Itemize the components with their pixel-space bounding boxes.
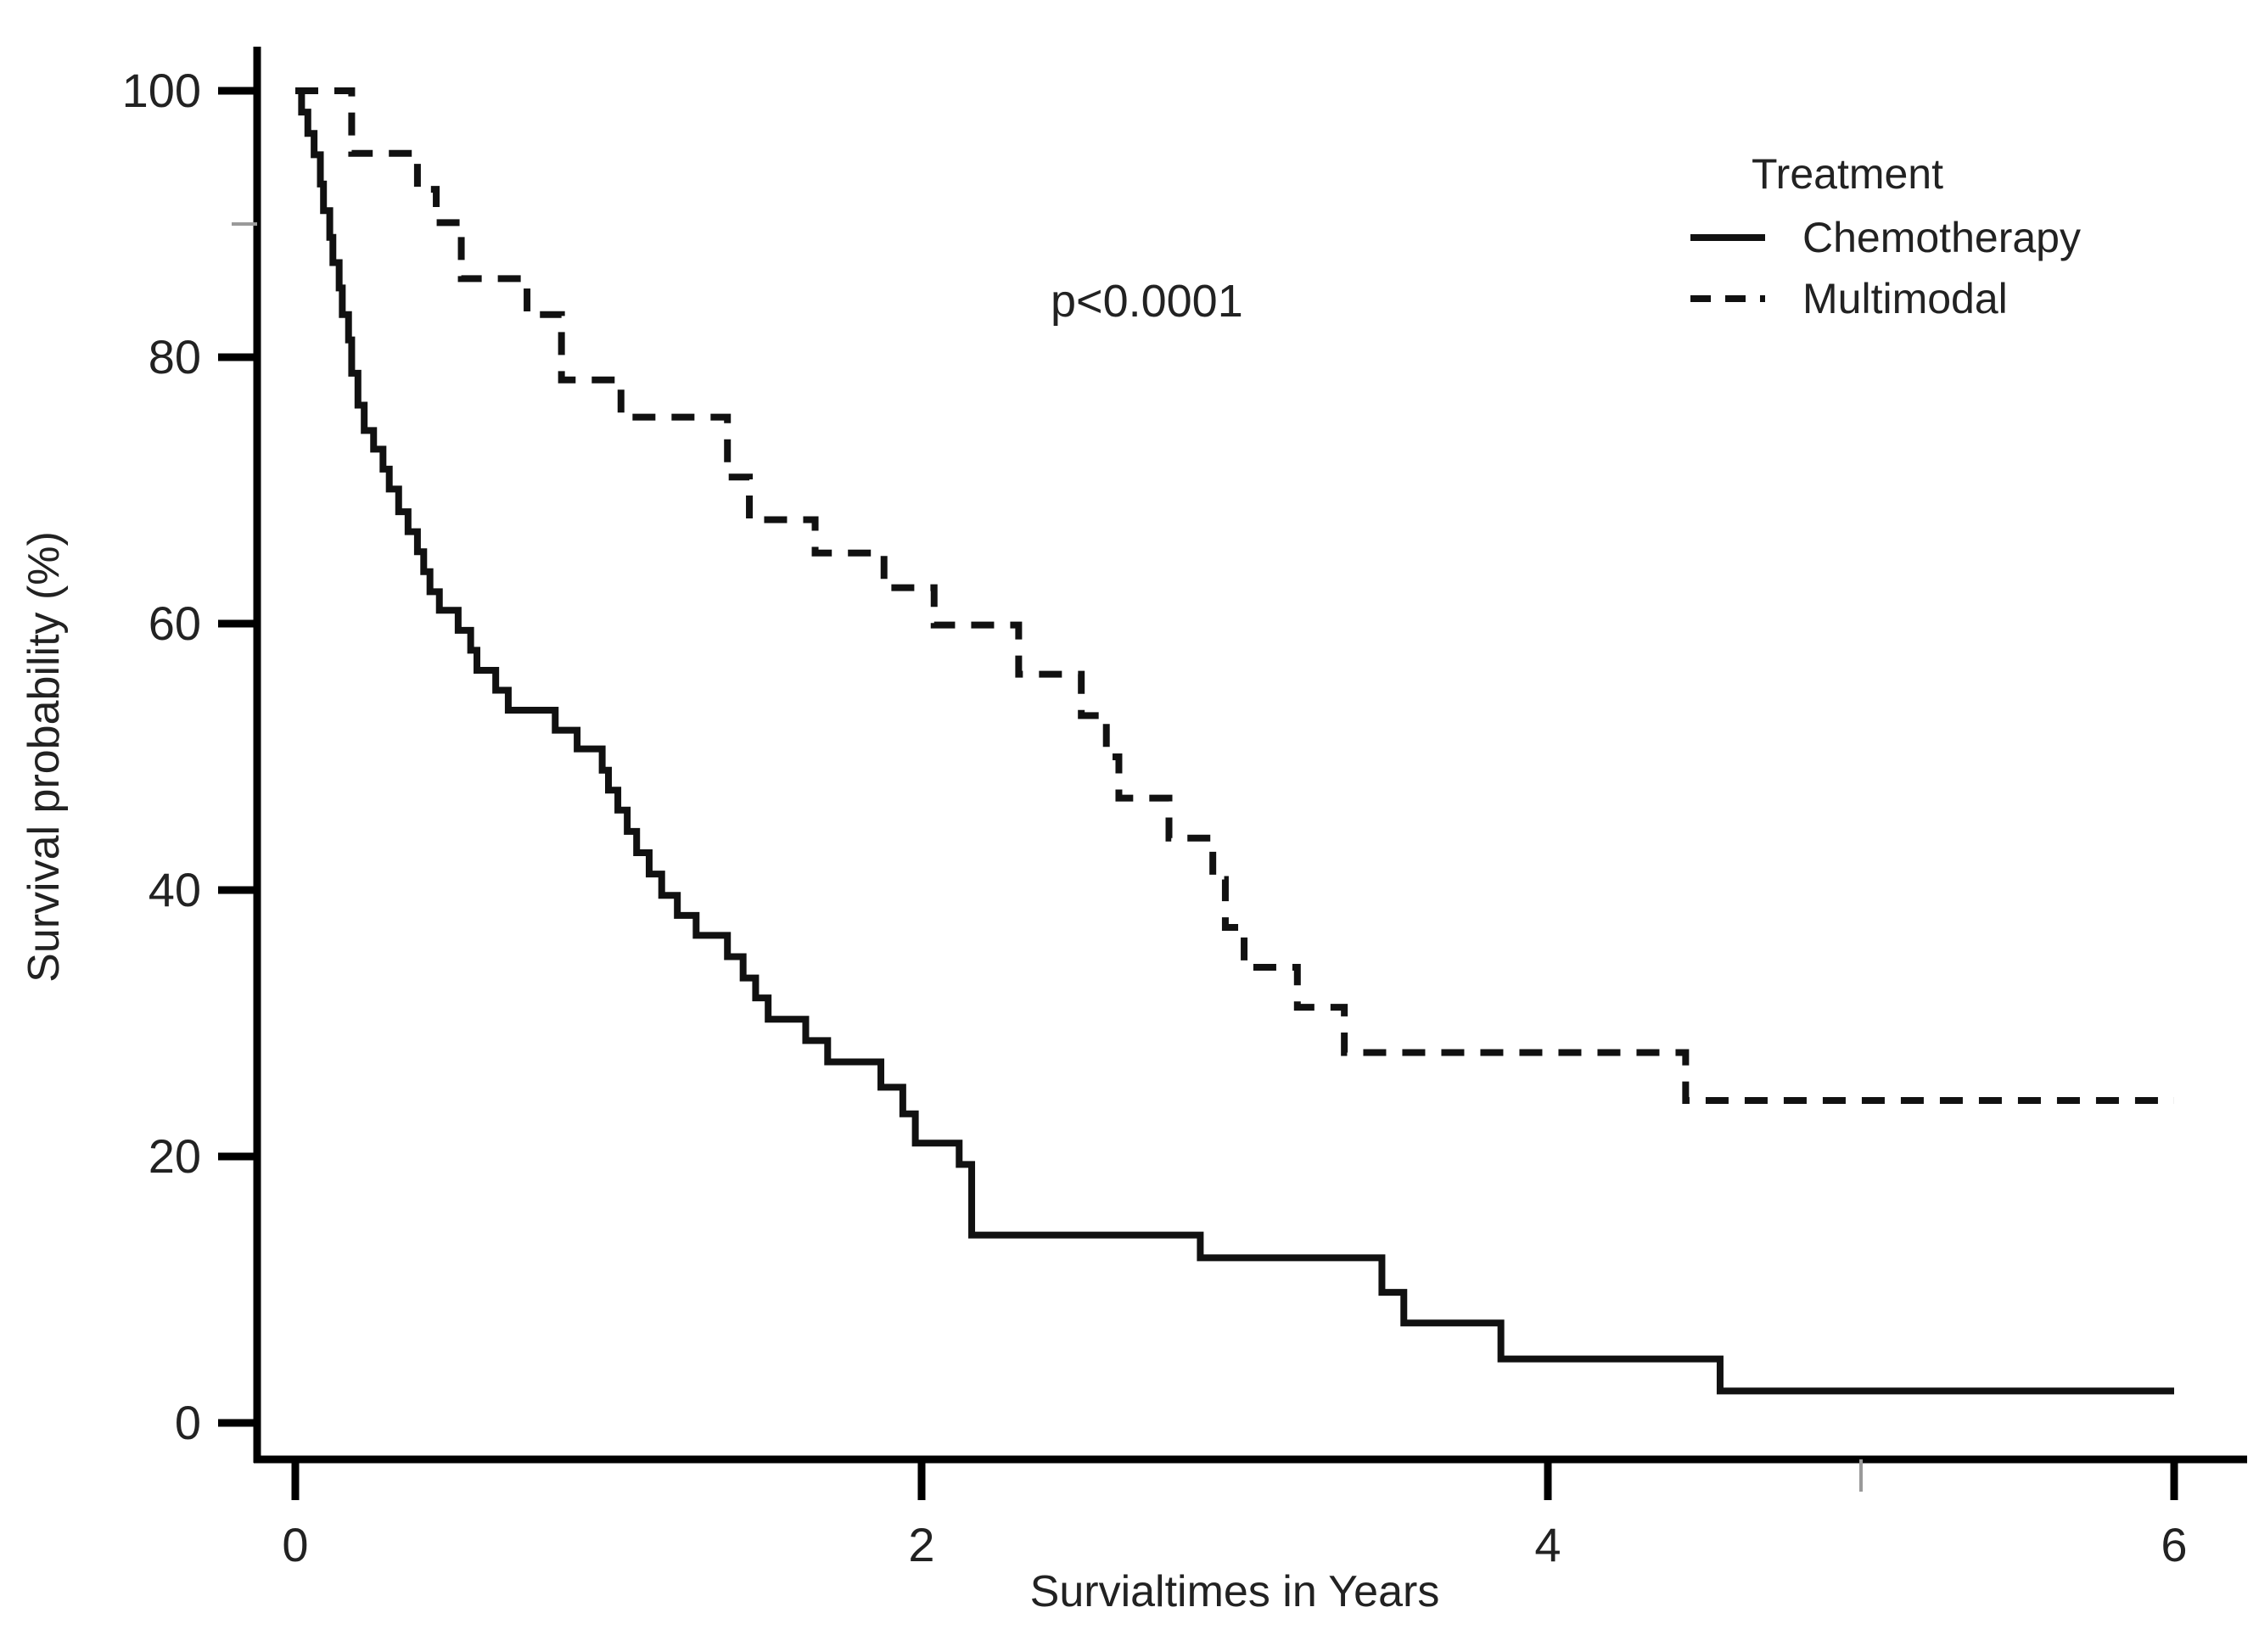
y-tick-label: 80	[149, 330, 201, 384]
x-tick-label: 6	[2161, 1518, 2187, 1571]
p-value-annotation: p<0.0001	[1051, 276, 1243, 327]
curve-multimodal	[295, 87, 2174, 1105]
legend-entry-multimodal: Multimodal	[1690, 268, 2081, 329]
y-tick-label: 20	[149, 1129, 201, 1183]
y-tick-label: 60	[149, 596, 201, 650]
y-tick-label: 100	[122, 64, 201, 117]
y-tick-label: 40	[149, 863, 201, 916]
legend-title: Treatment	[1752, 150, 1944, 198]
curve-chemotherapy	[295, 87, 2174, 1395]
x-tick-label: 0	[282, 1518, 308, 1571]
y-tick-label: 0	[175, 1396, 201, 1449]
legend-label: Chemotherapy	[1802, 214, 2081, 261]
x-tick-label: 2	[908, 1518, 934, 1571]
legend-label: Multimodal	[1802, 275, 2008, 322]
legend: Treatment Chemotherapy Multimodal	[1690, 149, 2081, 329]
dashed-line-sample-icon	[1690, 295, 1765, 302]
x-tick-label: 4	[1534, 1518, 1561, 1571]
x-axis-title: Survialtimes in Years	[1029, 1567, 1440, 1616]
legend-entry-chemotherapy: Chemotherapy	[1690, 207, 2081, 268]
solid-line-sample-icon	[1690, 234, 1765, 241]
